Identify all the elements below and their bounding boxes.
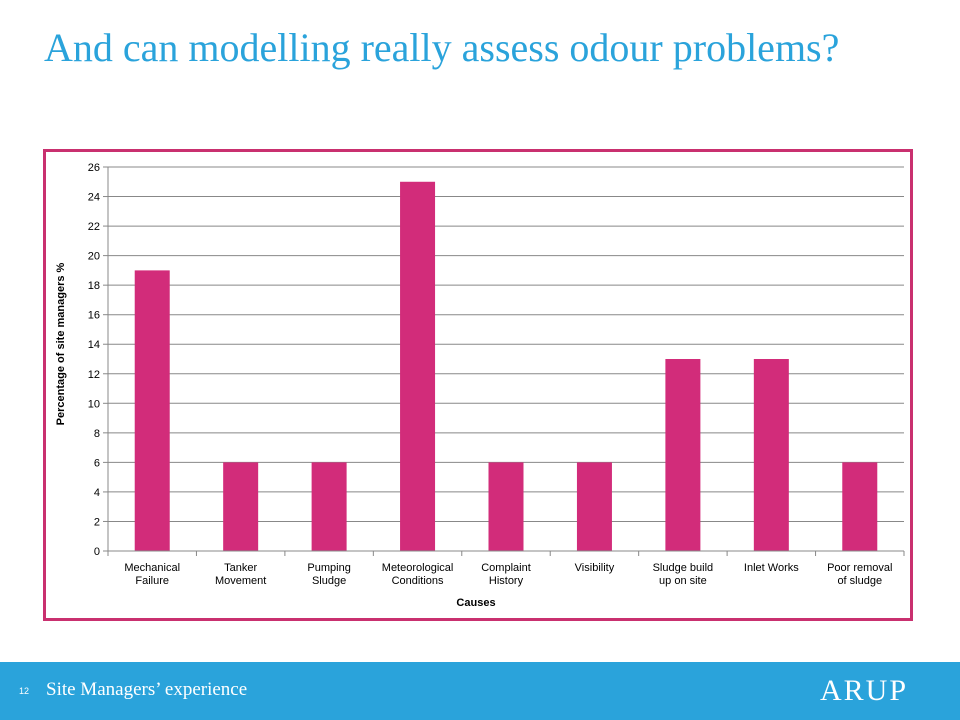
x-tick-label: Sludge build up on site: [653, 562, 714, 587]
bar-2: [223, 462, 259, 551]
y-tick-label: 0: [94, 546, 100, 558]
y-tick-label: 12: [88, 369, 100, 381]
bar-6: [576, 462, 612, 551]
x-tick-label: Meteorological Conditions: [382, 562, 454, 587]
y-tick-label: 8: [94, 428, 100, 440]
y-tick-label: 6: [94, 457, 100, 469]
y-tick-label: 24: [88, 192, 100, 204]
y-tick-label: 14: [88, 339, 100, 351]
x-tick-label: Tanker Movement: [215, 562, 266, 587]
x-tick-label: Visibility: [575, 562, 615, 574]
y-tick-label: 2: [94, 516, 100, 528]
slide-title: And can modelling really assess odour pr…: [44, 25, 840, 70]
bar-3: [311, 462, 347, 551]
x-tick-label: Mechanical Failure: [124, 562, 180, 587]
bar-7: [665, 359, 701, 551]
y-tick-label: 18: [88, 280, 100, 292]
chart-frame: 0 2 4 6 8 10 12 14 16 18 20 22 24 26 Mechanical Failure…: [43, 149, 913, 621]
y-tick-label: 20: [88, 251, 100, 263]
y-tick-label: 22: [88, 221, 100, 233]
y-tick-label: 10: [88, 398, 100, 410]
page-number: 12: [19, 686, 30, 696]
x-tick-label: Complaint History: [481, 562, 531, 587]
footer-text: Site Managers’ experience: [46, 679, 248, 700]
bar-1: [134, 270, 170, 551]
y-axis-title: Percentage of site managers %: [55, 262, 67, 425]
x-tick-label: Pumping Sludge: [307, 562, 350, 587]
bars: [134, 181, 878, 551]
arup-logo: ARUP: [820, 674, 909, 707]
y-tick-label: 26: [88, 162, 100, 174]
bar-5: [488, 462, 524, 551]
y-tick-label: 4: [94, 487, 100, 499]
x-axis-title: Causes: [456, 597, 495, 609]
footer-bar: 12 Site Managers’ experience ARUP: [0, 662, 960, 720]
bar-9: [842, 462, 878, 551]
x-tick-label: Poor removal of sludge: [827, 562, 892, 587]
bar-4: [400, 181, 436, 551]
x-tick-label: Inlet Works: [744, 562, 799, 574]
bar-8: [753, 359, 789, 551]
y-tick-label: 16: [88, 310, 100, 322]
axes: [103, 166, 905, 556]
